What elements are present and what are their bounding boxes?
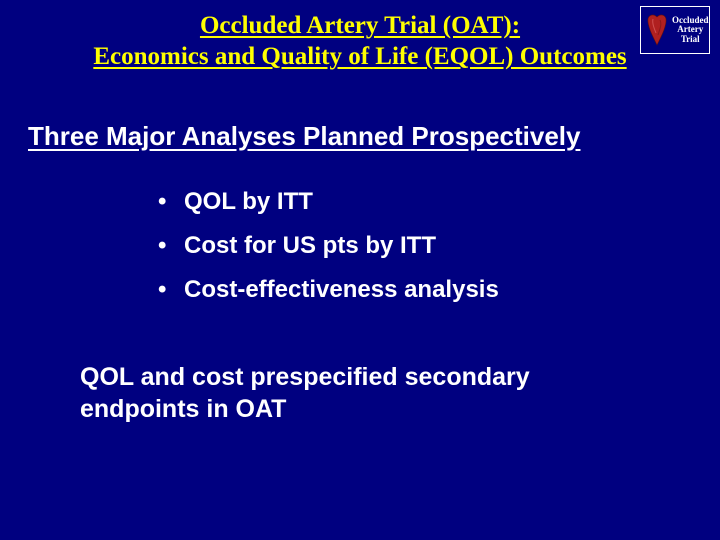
slide-header: Occluded Artery Trial (OAT): Economics a… bbox=[0, 0, 720, 85]
title-line-1: Occluded Artery Trial (OAT): bbox=[200, 12, 520, 39]
list-item: Cost for US pts by ITT bbox=[158, 224, 692, 268]
heart-icon bbox=[645, 10, 669, 50]
slide-body: Three Major Analyses Planned Prospective… bbox=[0, 85, 720, 426]
logo-text: Occluded Artery Trial bbox=[672, 16, 709, 44]
slide-title: Occluded Artery Trial (OAT): Economics a… bbox=[20, 10, 700, 73]
list-item: Cost-effectiveness analysis bbox=[158, 268, 692, 312]
title-line-2: Economics and Quality of Life (EQOL) Out… bbox=[93, 43, 626, 70]
section-heading: Three Major Analyses Planned Prospective… bbox=[28, 121, 692, 152]
footer-note: QOL and cost prespecified secondary endp… bbox=[80, 361, 640, 426]
list-item: QOL by ITT bbox=[158, 180, 692, 224]
bullet-list: QOL by ITT Cost for US pts by ITT Cost-e… bbox=[158, 180, 692, 313]
trial-logo: Occluded Artery Trial bbox=[640, 6, 710, 54]
logo-line-3: Trial bbox=[672, 35, 709, 44]
